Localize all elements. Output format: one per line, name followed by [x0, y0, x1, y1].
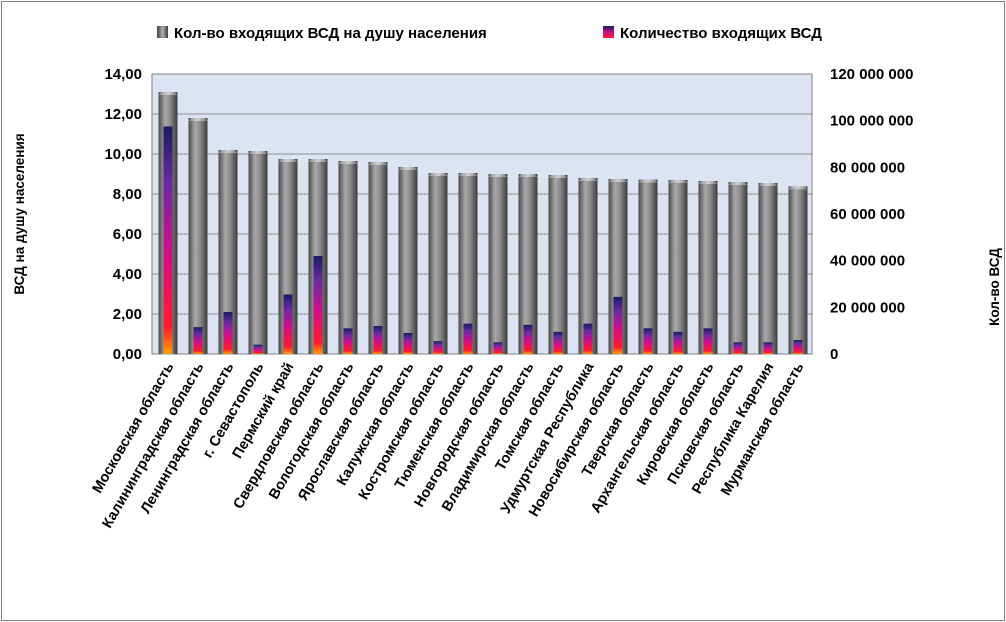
count-bar	[613, 296, 623, 354]
per-capita-bar-cap	[788, 186, 808, 190]
per-capita-bar	[758, 183, 778, 354]
left-tick-label: 2,00	[113, 306, 142, 323]
per-capita-bar	[368, 162, 388, 354]
count-bar	[523, 324, 533, 354]
count-bar	[253, 344, 263, 354]
right-tick-label: 20 000 000	[830, 299, 905, 316]
right-tick-label: 120 000 000	[830, 66, 913, 83]
count-bar	[493, 342, 503, 354]
legend-swatch-per-capita	[157, 26, 168, 38]
legend: Кол-во входящих ВСД на душу населения Ко…	[157, 25, 822, 42]
right-tick-label: 0	[830, 346, 838, 363]
left-tick-label: 0,00	[113, 346, 142, 363]
per-capita-bar	[248, 151, 268, 354]
per-capita-bar	[638, 179, 658, 354]
count-bar	[553, 331, 563, 354]
per-capita-bar-cap	[608, 179, 628, 182]
per-capita-bar-cap	[728, 182, 748, 185]
left-axis-ticks: 0,00 2,00 4,00 6,00 8,00 10,00 12,00 14,00	[104, 66, 142, 363]
count-bar	[793, 340, 803, 354]
per-capita-bar	[668, 180, 688, 354]
right-tick-label: 100 000 000	[830, 113, 913, 130]
per-capita-bar-cap	[458, 173, 478, 176]
per-capita-bar	[728, 182, 748, 354]
per-capita-bar-cap	[428, 173, 448, 176]
per-capita-bar	[218, 150, 238, 354]
count-bar	[343, 328, 353, 354]
right-axis-ticks: 0 20 000 000 40 000 000 60 000 000 80 000 00…	[830, 66, 913, 363]
per-capita-bar	[518, 174, 538, 354]
per-capita-bar	[608, 179, 628, 354]
per-capita-bar	[428, 173, 448, 354]
per-capita-bar-cap	[368, 162, 388, 165]
per-capita-bar	[458, 173, 478, 354]
per-capita-bar-cap	[338, 161, 358, 164]
right-tick-label: 80 000 000	[830, 159, 905, 176]
count-bar	[163, 126, 173, 354]
left-tick-label: 10,00	[104, 146, 142, 163]
per-capita-bar	[548, 175, 568, 354]
count-bar	[643, 328, 653, 354]
per-capita-bar-cap	[638, 179, 658, 183]
count-bar	[403, 333, 413, 354]
left-axis-title: ВСД на душу населения	[12, 133, 27, 294]
count-bar	[763, 342, 773, 354]
per-capita-bar	[788, 186, 808, 354]
per-capita-bar-cap	[698, 181, 718, 184]
right-tick-label: 40 000 000	[830, 253, 905, 270]
legend-label-per-capita: Кол-во входящих ВСД на душу населения	[174, 25, 487, 42]
right-axis-title: Кол-во ВСД	[987, 248, 1002, 326]
bars	[158, 92, 808, 354]
per-capita-bar-cap	[668, 180, 688, 183]
count-bar	[283, 294, 293, 354]
left-tick-label: 14,00	[104, 66, 142, 83]
per-capita-bar	[278, 159, 298, 354]
left-tick-label: 8,00	[113, 186, 142, 203]
left-tick-label: 6,00	[113, 226, 142, 243]
per-capita-bar-cap	[548, 175, 568, 178]
per-capita-bar-cap	[488, 174, 508, 177]
per-capita-bar-cap	[758, 183, 778, 186]
count-bar	[313, 256, 323, 354]
right-tick-label: 60 000 000	[830, 206, 905, 223]
count-bar	[223, 312, 233, 354]
left-tick-label: 4,00	[113, 266, 142, 283]
legend-swatch-count	[603, 26, 614, 38]
per-capita-bar-cap	[188, 118, 208, 121]
count-bar	[673, 331, 683, 354]
per-capita-bar	[188, 118, 208, 354]
per-capita-bar	[488, 174, 508, 354]
left-tick-label: 12,00	[104, 106, 142, 123]
per-capita-bar	[338, 161, 358, 354]
per-capita-bar-cap	[278, 159, 298, 162]
count-bar	[433, 341, 443, 354]
per-capita-bar-cap	[158, 92, 178, 95]
count-bar	[703, 328, 713, 354]
count-bar	[193, 327, 203, 354]
per-capita-bar	[578, 178, 598, 354]
per-capita-bar-cap	[308, 159, 328, 162]
count-bar	[583, 323, 593, 354]
count-bar	[463, 323, 473, 354]
per-capita-bar	[698, 181, 718, 354]
per-capita-bar-cap	[218, 150, 238, 153]
legend-item-per-capita: Кол-во входящих ВСД на душу населения	[157, 25, 487, 42]
per-capita-bar	[398, 167, 418, 354]
per-capita-bar-cap	[248, 151, 268, 154]
per-capita-bar-cap	[398, 167, 418, 170]
legend-item-count: Количество входящих ВСД	[603, 25, 822, 42]
legend-label-count: Количество входящих ВСД	[620, 25, 822, 42]
count-bar	[373, 326, 383, 354]
per-capita-bar-cap	[578, 178, 598, 181]
count-bar	[733, 342, 743, 354]
per-capita-bar-cap	[518, 174, 538, 177]
